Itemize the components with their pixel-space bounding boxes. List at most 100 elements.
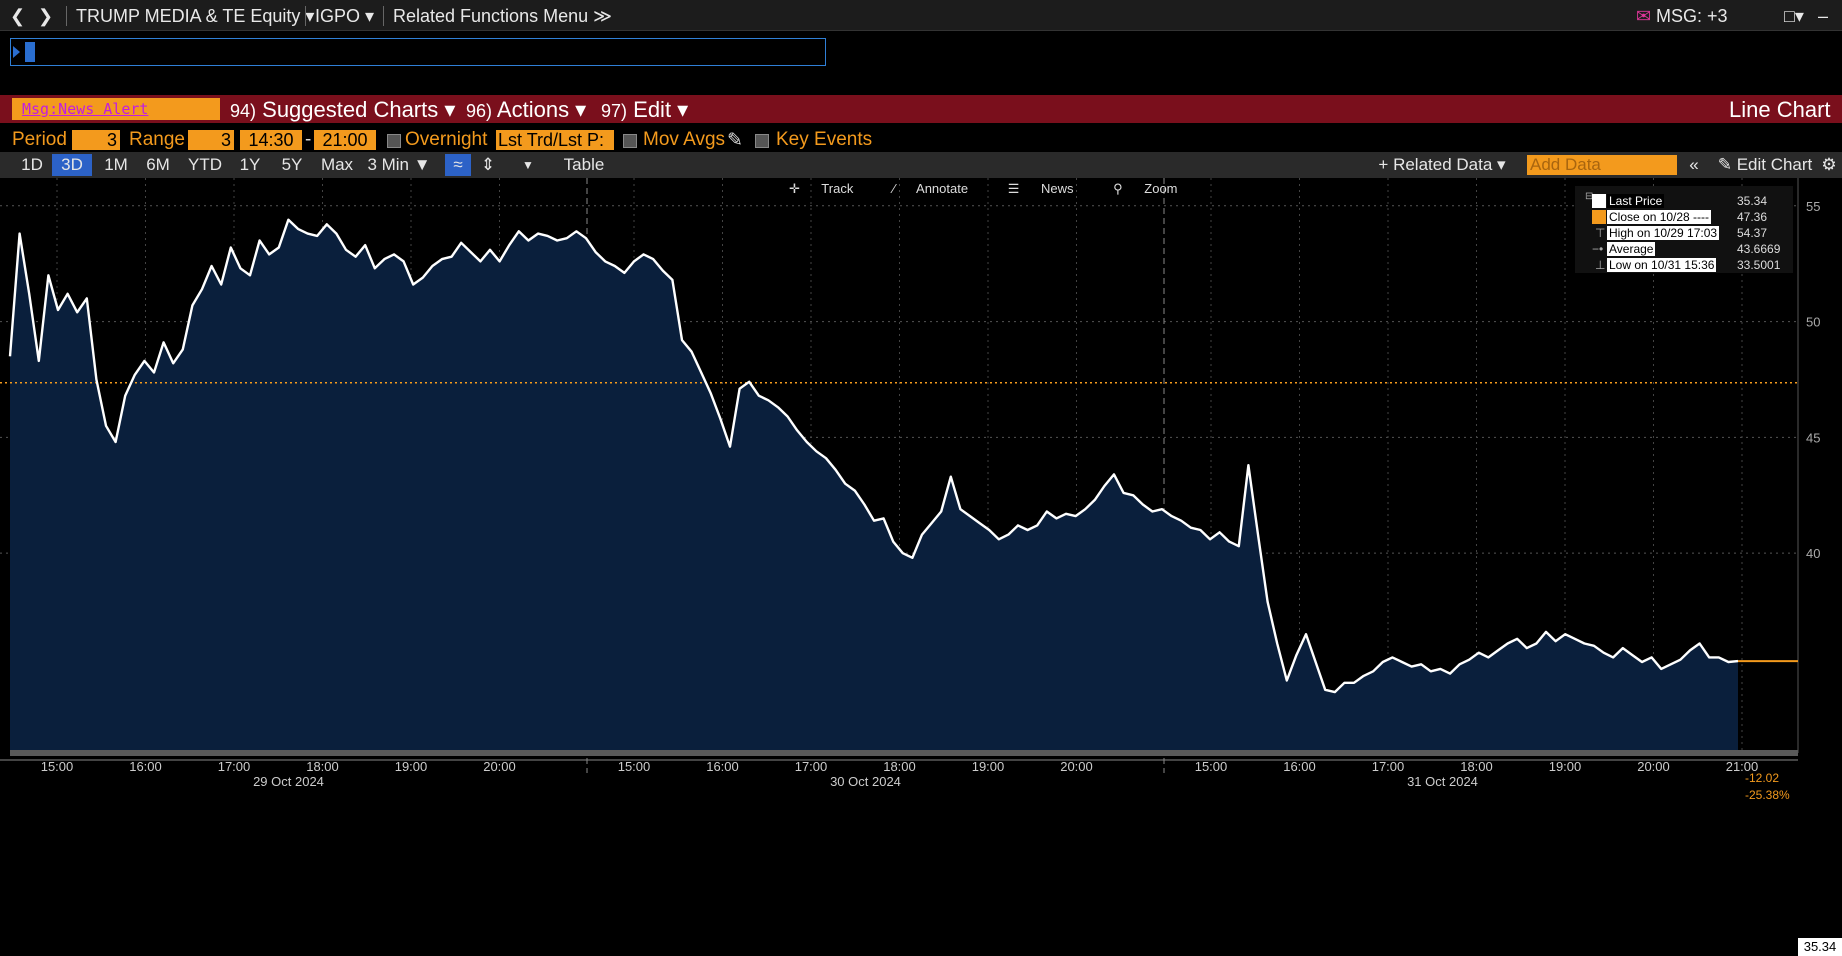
divider [305, 6, 306, 26]
message-icon[interactable]: ✉ [1636, 6, 1652, 26]
security-selector[interactable]: TRUMP MEDIA & TE Equity ▾ [76, 6, 315, 26]
average-marker-icon: −• [1592, 242, 1604, 256]
chart-type-label[interactable]: Line Chart [1729, 97, 1831, 122]
command-line-input[interactable] [10, 38, 826, 66]
x-tick-label: 15:00 [41, 759, 74, 774]
y-tick-label: 50 [1806, 315, 1820, 330]
last-price-tag: 35.34 [1798, 938, 1842, 956]
pencil-icon: ✎ [1717, 155, 1732, 174]
cursor [25, 42, 35, 62]
suggested-charts-menu[interactable]: 94) Suggested Charts ▾ [230, 97, 455, 123]
message-count[interactable]: MSG: +3 [1656, 6, 1728, 26]
x-tick-label: 19:00 [972, 759, 1005, 774]
divider [383, 6, 384, 26]
actions-number: 96) [466, 101, 493, 121]
related-functions-menu[interactable]: Related Functions Menu ≫ [393, 6, 612, 26]
bar-chart-icon[interactable]: ⇕ [480, 155, 496, 174]
y-tick-label: 55 [1806, 199, 1820, 214]
period-1y-button[interactable]: 1Y [239, 155, 261, 174]
function-selector[interactable]: IGPO ▾ [315, 6, 375, 26]
pencil-icon[interactable]: ✎ [727, 130, 743, 151]
range-input[interactable]: 3 [188, 130, 234, 150]
edit-chart-button[interactable]: ✎ Edit Chart [1710, 154, 1820, 176]
related-data-button[interactable]: + Related Data ▾ [1378, 155, 1506, 174]
price-chart[interactable]: 40 45 50 55 15:00 16:00 17:00 18:00 19:00 20:00 2… [0, 178, 1842, 956]
legend-last-price-value: 35.34 [1737, 194, 1768, 208]
period-1d-button[interactable]: 1D [21, 155, 43, 174]
track-label: Track [821, 181, 854, 196]
edit-label: Edit ▾ [633, 97, 689, 122]
change-percent: -25.38% [1745, 788, 1790, 802]
legend-close-value: 47.36 [1737, 210, 1768, 224]
period-6m-button[interactable]: 6M [146, 155, 170, 174]
x-tick-label: 17:00 [795, 759, 828, 774]
x-tick-label: 17:00 [218, 759, 251, 774]
x-tick-label: 16:00 [1283, 759, 1316, 774]
key-events-label: Key Events [776, 129, 873, 150]
key-events-checkbox[interactable] [755, 134, 769, 148]
x-tick-label: 21:00 [1726, 759, 1759, 774]
edit-menu[interactable]: 97) Edit ▾ [601, 97, 688, 123]
scroll-bar [10, 750, 1798, 756]
news-alert-field[interactable]: Msg:News Alert [12, 98, 220, 120]
mov-avgs-checkbox[interactable] [623, 134, 637, 148]
period-ytd-button[interactable]: YTD [188, 155, 222, 174]
settings-gear-icon[interactable]: ⚙ [1821, 155, 1837, 174]
chart-style-dropdown-icon[interactable]: ▼ [522, 158, 534, 172]
price-line [8, 218, 1739, 694]
x-tick-label: 16:00 [706, 759, 739, 774]
y-axis: 40 45 50 55 [1806, 199, 1820, 561]
table-button[interactable]: Table [563, 155, 605, 174]
chart-legend[interactable]: ⊟ Last Price 35.34 Close on 10/28 ---- 4… [1575, 186, 1793, 273]
chart-toolbar: 1D 3D 1M 6M YTD 1Y 5Y Max 3 Min ▼ ≈ ⇕ ▼ … [0, 152, 1842, 178]
last-trade-select[interactable]: Lst Trd/Lst P: [496, 130, 614, 150]
prompt-icon [13, 46, 20, 58]
zoom-tool[interactable]: ⚲ Zoom [1113, 181, 1195, 196]
track-tool[interactable]: ✛ Track [789, 181, 871, 196]
crosshair-icon: ✛ [789, 181, 800, 196]
legend-high-label: High on 10/29 17:03 [1607, 226, 1720, 240]
actions-menu[interactable]: 96) Actions ▾ [466, 97, 586, 123]
overnight-label: Overnight [405, 129, 488, 150]
high-marker-icon: ⊤ [1595, 226, 1606, 240]
chart-canvas[interactable]: 40 45 50 55 15:00 16:00 17:00 18:00 19:00 20:00 2… [0, 178, 1842, 929]
period-5y-button[interactable]: 5Y [281, 155, 303, 174]
edit-chart-label: Edit Chart [1736, 155, 1813, 174]
end-time-input[interactable]: 21:00 [314, 130, 376, 150]
x-tick-label: 19:00 [1549, 759, 1582, 774]
x-tick-label: 18:00 [306, 759, 339, 774]
legend-last-price-label: Last Price [1607, 194, 1665, 208]
add-data-input[interactable]: Add Data [1527, 155, 1677, 175]
x-tick-label: 20:00 [1637, 759, 1670, 774]
period-3d-button[interactable]: 3D [52, 154, 92, 176]
line-chart-icon[interactable]: ≈ [445, 154, 471, 176]
period-input[interactable]: 3 [72, 130, 120, 150]
overnight-checkbox[interactable] [387, 134, 401, 148]
pin-icon[interactable]: – [1818, 6, 1829, 26]
chart-tools: ✛ Track ∕ Annotate ☰ News ⚲ Zoom [789, 181, 1214, 197]
legend-average-value: 43.6669 [1737, 242, 1781, 256]
back-arrow-icon[interactable]: ❮ [10, 6, 26, 26]
x-axis: 15:00 16:00 17:00 18:00 19:00 20:00 29 Oct 202… [41, 759, 1759, 789]
interval-select[interactable]: 3 Min ▼ [367, 155, 431, 174]
function-bar: Msg:News Alert 94) Suggested Charts ▾ 96… [0, 95, 1842, 123]
y-tick-label: 45 [1806, 430, 1820, 445]
range-dash: - [305, 129, 312, 150]
news-tool[interactable]: ☰ News [1008, 181, 1092, 196]
legend-low-label: Low on 10/31 15:36 [1607, 258, 1717, 272]
start-time-input[interactable]: 14:30 [240, 130, 302, 150]
range-label: Range [129, 129, 185, 150]
x-tick-label: 17:00 [1372, 759, 1405, 774]
period-row: Period 3 Range 3 14:30 - 21:00 Overnight… [0, 128, 1000, 152]
legend-collapse-icon[interactable]: ⊟ [1585, 191, 1594, 202]
annotate-tool[interactable]: ∕ Annotate [893, 181, 986, 196]
collapse-icon[interactable]: « [1689, 155, 1699, 174]
x-tick-label: 15:00 [1195, 759, 1228, 774]
forward-arrow-icon[interactable]: ❯ [38, 6, 54, 26]
annotate-icon: ∕ [892, 181, 896, 196]
window-options-icon[interactable]: □▾ [1784, 6, 1804, 26]
news-alert-text: Msg:News Alert [22, 100, 149, 118]
period-max-button[interactable]: Max [320, 155, 354, 174]
magnifier-icon: ⚲ [1113, 181, 1123, 196]
period-1m-button[interactable]: 1M [104, 155, 128, 174]
